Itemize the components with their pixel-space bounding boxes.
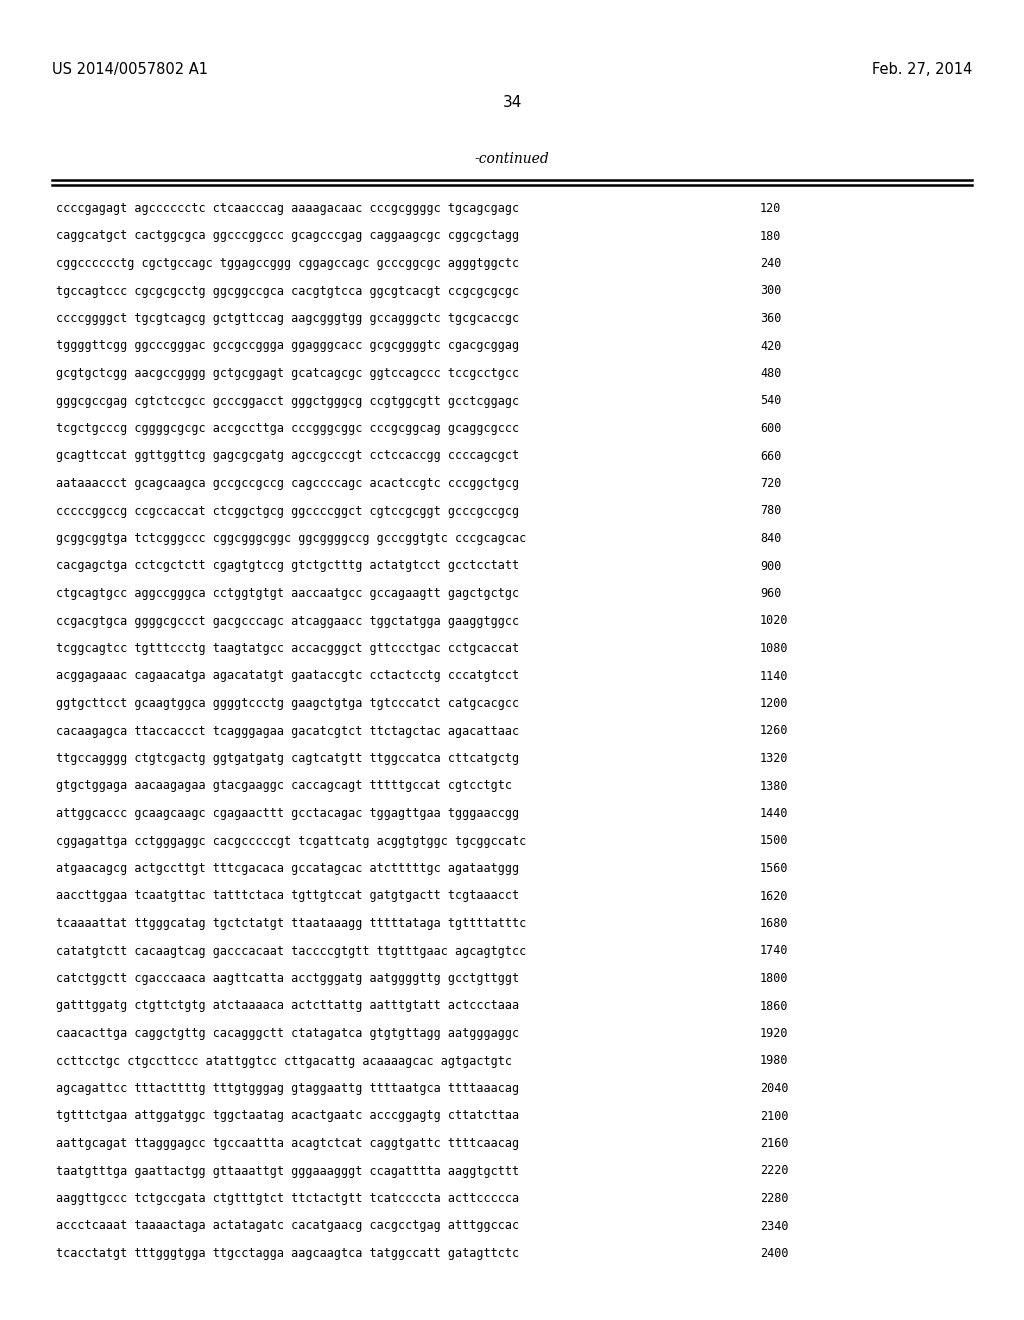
Text: 480: 480: [760, 367, 781, 380]
Text: 420: 420: [760, 339, 781, 352]
Text: 1920: 1920: [760, 1027, 788, 1040]
Text: cggcccccctg cgctgccagc tggagccggg cggagccagc gcccggcgc agggtggctc: cggcccccctg cgctgccagc tggagccggg cggagc…: [56, 257, 519, 271]
Text: atgaacagcg actgccttgt tttcgacaca gccatagcac atctttttgc agataatggg: atgaacagcg actgccttgt tttcgacaca gccatag…: [56, 862, 519, 875]
Text: 1500: 1500: [760, 834, 788, 847]
Text: gcgtgctcgg aacgccgggg gctgcggagt gcatcagcgc ggtccagccc tccgcctgcc: gcgtgctcgg aacgccgggg gctgcggagt gcatcag…: [56, 367, 519, 380]
Text: 660: 660: [760, 450, 781, 462]
Text: 1740: 1740: [760, 945, 788, 957]
Text: 780: 780: [760, 504, 781, 517]
Text: ccttcctgc ctgccttccc atattggtcc cttgacattg acaaaagcac agtgactgtc: ccttcctgc ctgccttccc atattggtcc cttgacat…: [56, 1055, 512, 1068]
Text: 1320: 1320: [760, 752, 788, 766]
Text: tgtttctgaa attggatggc tggctaatag acactgaatc acccggagtg cttatcttaa: tgtttctgaa attggatggc tggctaatag acactga…: [56, 1110, 519, 1122]
Text: 2340: 2340: [760, 1220, 788, 1233]
Text: tcggcagtcc tgtttccctg taagtatgcc accacgggct gttccctgac cctgcaccat: tcggcagtcc tgtttccctg taagtatgcc accacgg…: [56, 642, 519, 655]
Text: ggtgcttcct gcaagtggca ggggtccctg gaagctgtga tgtcccatct catgcacgcc: ggtgcttcct gcaagtggca ggggtccctg gaagctg…: [56, 697, 519, 710]
Text: 2220: 2220: [760, 1164, 788, 1177]
Text: 1620: 1620: [760, 890, 788, 903]
Text: agcagattcc tttacttttg tttgtgggag gtaggaattg ttttaatgca ttttaaacag: agcagattcc tttacttttg tttgtgggag gtaggaa…: [56, 1082, 519, 1096]
Text: caacacttga caggctgttg cacagggctt ctatagatca gtgtgttagg aatgggaggc: caacacttga caggctgttg cacagggctt ctataga…: [56, 1027, 519, 1040]
Text: 1560: 1560: [760, 862, 788, 875]
Text: 1800: 1800: [760, 972, 788, 985]
Text: 1380: 1380: [760, 780, 788, 792]
Text: catatgtctt cacaagtcag gacccacaat taccccgtgtt ttgtttgaac agcagtgtcc: catatgtctt cacaagtcag gacccacaat taccccg…: [56, 945, 526, 957]
Text: -continued: -continued: [475, 152, 549, 166]
Text: aaccttggaa tcaatgttac tatttctaca tgttgtccat gatgtgactt tcgtaaacct: aaccttggaa tcaatgttac tatttctaca tgttgtc…: [56, 890, 519, 903]
Text: 1260: 1260: [760, 725, 788, 738]
Text: 540: 540: [760, 395, 781, 408]
Text: 2040: 2040: [760, 1082, 788, 1096]
Text: 1140: 1140: [760, 669, 788, 682]
Text: 1080: 1080: [760, 642, 788, 655]
Text: acggagaaac cagaacatga agacatatgt gaataccgtc cctactcctg cccatgtcct: acggagaaac cagaacatga agacatatgt gaatacc…: [56, 669, 519, 682]
Text: cacaagagca ttaccaccct tcagggagaa gacatcgtct ttctagctac agacattaac: cacaagagca ttaccaccct tcagggagaa gacatcg…: [56, 725, 519, 738]
Text: Feb. 27, 2014: Feb. 27, 2014: [871, 62, 972, 77]
Text: 240: 240: [760, 257, 781, 271]
Text: 600: 600: [760, 422, 781, 436]
Text: 120: 120: [760, 202, 781, 215]
Text: ccccgagagt agcccccctc ctcaacccag aaaagacaac cccgcggggc tgcagcgagc: ccccgagagt agcccccctc ctcaacccag aaaagac…: [56, 202, 519, 215]
Text: tcacctatgt tttgggtgga ttgcctagga aagcaagtca tatggccatt gatagttctc: tcacctatgt tttgggtgga ttgcctagga aagcaag…: [56, 1247, 519, 1261]
Text: 960: 960: [760, 587, 781, 601]
Text: ctgcagtgcc aggccgggca cctggtgtgt aaccaatgcc gccagaagtt gagctgctgc: ctgcagtgcc aggccgggca cctggtgtgt aaccaat…: [56, 587, 519, 601]
Text: US 2014/0057802 A1: US 2014/0057802 A1: [52, 62, 208, 77]
Text: ttgccagggg ctgtcgactg ggtgatgatg cagtcatgtt ttggccatca cttcatgctg: ttgccagggg ctgtcgactg ggtgatgatg cagtcat…: [56, 752, 519, 766]
Text: aattgcagat ttagggagcc tgccaattta acagtctcat caggtgattc ttttcaacag: aattgcagat ttagggagcc tgccaattta acagtct…: [56, 1137, 519, 1150]
Text: 1680: 1680: [760, 917, 788, 931]
Text: gcagttccat ggttggttcg gagcgcgatg agccgcccgt cctccaccgg ccccagcgct: gcagttccat ggttggttcg gagcgcgatg agccgcc…: [56, 450, 519, 462]
Text: 720: 720: [760, 477, 781, 490]
Text: ccgacgtgca ggggcgccct gacgcccagc atcaggaacc tggctatgga gaaggtggcc: ccgacgtgca ggggcgccct gacgcccagc atcagga…: [56, 615, 519, 627]
Text: 2400: 2400: [760, 1247, 788, 1261]
Text: taatgtttga gaattactgg gttaaattgt gggaaagggt ccagatttta aaggtgcttt: taatgtttga gaattactgg gttaaattgt gggaaag…: [56, 1164, 519, 1177]
Text: 840: 840: [760, 532, 781, 545]
Text: cggagattga cctgggaggc cacgcccccgt tcgattcatg acggtgtggc tgcggccatc: cggagattga cctgggaggc cacgcccccgt tcgatt…: [56, 834, 526, 847]
Text: tggggttcgg ggcccgggac gccgccggga ggagggcacc gcgcggggtc cgacgcggag: tggggttcgg ggcccgggac gccgccggga ggagggc…: [56, 339, 519, 352]
Text: 1980: 1980: [760, 1055, 788, 1068]
Text: aataaaccct gcagcaagca gccgccgccg cagccccagc acactccgtc cccggctgcg: aataaaccct gcagcaagca gccgccgccg cagcccc…: [56, 477, 519, 490]
Text: ccccggggct tgcgtcagcg gctgttccag aagcgggtgg gccagggctc tgcgcaccgc: ccccggggct tgcgtcagcg gctgttccag aagcggg…: [56, 312, 519, 325]
Text: 1860: 1860: [760, 999, 788, 1012]
Text: cccccggccg ccgccaccat ctcggctgcg ggccccggct cgtccgcggt gcccgccgcg: cccccggccg ccgccaccat ctcggctgcg ggccccg…: [56, 504, 519, 517]
Text: 2100: 2100: [760, 1110, 788, 1122]
Text: 34: 34: [503, 95, 521, 110]
Text: 1020: 1020: [760, 615, 788, 627]
Text: 1200: 1200: [760, 697, 788, 710]
Text: gatttggatg ctgttctgtg atctaaaaca actcttattg aatttgtatt actccctaaa: gatttggatg ctgttctgtg atctaaaaca actctta…: [56, 999, 519, 1012]
Text: gcggcggtga tctcgggccc cggcgggcggc ggcggggccg gcccggtgtc cccgcagcac: gcggcggtga tctcgggccc cggcgggcggc ggcggg…: [56, 532, 526, 545]
Text: attggcaccc gcaagcaagc cgagaacttt gcctacagac tggagttgaa tgggaaccgg: attggcaccc gcaagcaagc cgagaacttt gcctaca…: [56, 807, 519, 820]
Text: 2280: 2280: [760, 1192, 788, 1205]
Text: 300: 300: [760, 285, 781, 297]
Text: gggcgccgag cgtctccgcc gcccggacct gggctgggcg ccgtggcgtt gcctcggagc: gggcgccgag cgtctccgcc gcccggacct gggctgg…: [56, 395, 519, 408]
Text: caggcatgct cactggcgca ggcccggccc gcagcccgag caggaagcgc cggcgctagg: caggcatgct cactggcgca ggcccggccc gcagccc…: [56, 230, 519, 243]
Text: tgccagtccc cgcgcgcctg ggcggccgca cacgtgtcca ggcgtcacgt ccgcgcgcgc: tgccagtccc cgcgcgcctg ggcggccgca cacgtgt…: [56, 285, 519, 297]
Text: gtgctggaga aacaagagaa gtacgaaggc caccagcagt tttttgccat cgtcctgtc: gtgctggaga aacaagagaa gtacgaaggc caccagc…: [56, 780, 512, 792]
Text: 180: 180: [760, 230, 781, 243]
Text: 900: 900: [760, 560, 781, 573]
Text: tcgctgcccg cggggcgcgc accgccttga cccgggcggc cccgcggcag gcaggcgccc: tcgctgcccg cggggcgcgc accgccttga cccgggc…: [56, 422, 519, 436]
Text: catctggctt cgacccaaca aagttcatta acctgggatg aatggggttg gcctgttggt: catctggctt cgacccaaca aagttcatta acctggg…: [56, 972, 519, 985]
Text: 360: 360: [760, 312, 781, 325]
Text: aaggttgccc tctgccgata ctgtttgtct ttctactgtt tcatccccta acttccccca: aaggttgccc tctgccgata ctgtttgtct ttctact…: [56, 1192, 519, 1205]
Text: cacgagctga cctcgctctt cgagtgtccg gtctgctttg actatgtcct gcctcctatt: cacgagctga cctcgctctt cgagtgtccg gtctgct…: [56, 560, 519, 573]
Text: tcaaaattat ttgggcatag tgctctatgt ttaataaagg tttttataga tgttttatttc: tcaaaattat ttgggcatag tgctctatgt ttaataa…: [56, 917, 526, 931]
Text: accctcaaat taaaactaga actatagatc cacatgaacg cacgcctgag atttggccac: accctcaaat taaaactaga actatagatc cacatga…: [56, 1220, 519, 1233]
Text: 2160: 2160: [760, 1137, 788, 1150]
Text: 1440: 1440: [760, 807, 788, 820]
